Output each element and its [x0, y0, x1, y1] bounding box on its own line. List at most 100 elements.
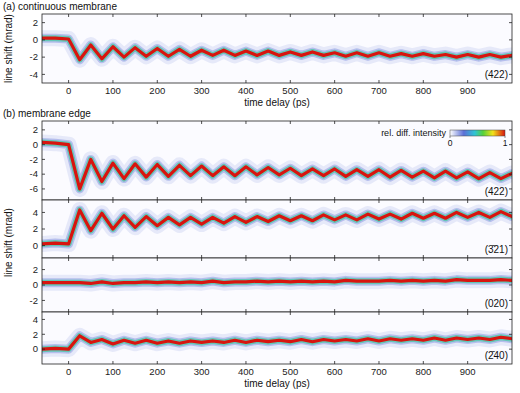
x-tick	[157, 197, 158, 200]
data-group	[42, 142, 512, 189]
x-tick	[68, 312, 69, 315]
y-tick	[509, 129, 512, 130]
line	[42, 142, 512, 189]
y-tick	[509, 349, 512, 350]
x-tick	[334, 197, 335, 200]
x-tick	[157, 80, 158, 83]
x-tick	[112, 80, 113, 83]
x-tick-label: 100	[105, 366, 121, 377]
y-tick-label: 0	[33, 279, 38, 290]
line-halo	[42, 280, 512, 284]
x-tick-label: 400	[238, 366, 254, 377]
y-tick-label: 0	[33, 240, 38, 251]
x-tick	[68, 361, 69, 364]
x-tick	[245, 121, 246, 124]
x-tick	[467, 80, 468, 83]
x-tick	[68, 258, 69, 261]
line	[42, 38, 512, 60]
plot-background	[42, 121, 512, 200]
x-tick	[290, 121, 291, 124]
x-tick	[423, 255, 424, 258]
y-axis-label: line shift (mrad)	[3, 208, 14, 277]
panel: -202(020)	[30, 258, 512, 312]
line	[42, 336, 512, 349]
x-tick	[112, 197, 113, 200]
x-tick	[290, 255, 291, 258]
x-tick	[334, 309, 335, 312]
frame	[42, 14, 512, 83]
x-tick	[290, 14, 291, 17]
line	[42, 280, 512, 284]
colorbar-label: rel. diff. intensity	[381, 128, 446, 138]
x-tick	[423, 14, 424, 17]
line-halo	[42, 142, 512, 189]
x-tick	[157, 309, 158, 312]
colorbar-tick-label: 0	[448, 138, 453, 148]
x-tick	[467, 312, 468, 315]
x-axis-label: time delay (ps)	[244, 378, 310, 389]
x-tick	[245, 312, 246, 315]
x-tick	[68, 121, 69, 124]
x-tick	[68, 197, 69, 200]
y-tick-label: -4	[30, 168, 38, 179]
x-tick	[201, 361, 202, 364]
x-tick	[290, 361, 291, 364]
line-glow	[42, 336, 512, 349]
y-tick	[509, 144, 512, 145]
x-tick	[467, 361, 468, 364]
x-tick	[68, 14, 69, 17]
x-tick	[290, 200, 291, 203]
y-tick-label: -2	[30, 51, 38, 62]
y-tick-label: 2	[33, 264, 38, 275]
y-tick	[42, 212, 45, 213]
x-tick-label: 300	[194, 366, 210, 377]
y-tick	[509, 188, 512, 189]
x-tick	[423, 121, 424, 124]
x-tick	[467, 309, 468, 312]
plot-background	[42, 312, 512, 364]
data-group	[42, 336, 512, 349]
x-tick-label: 200	[149, 366, 165, 377]
x-tick	[467, 121, 468, 124]
x-tick	[157, 312, 158, 315]
x-tick	[334, 312, 335, 315]
frame	[42, 121, 512, 200]
y-tick-label: -2	[30, 295, 38, 306]
y-tick	[509, 212, 512, 213]
x-tick	[378, 121, 379, 124]
line-glow	[42, 280, 512, 284]
x-tick	[423, 80, 424, 83]
x-tick	[467, 255, 468, 258]
y-tick	[42, 159, 45, 160]
x-tick	[201, 80, 202, 83]
y-tick	[509, 229, 512, 230]
line-glow	[42, 210, 512, 244]
panel-title: (b) membrane edge	[3, 108, 91, 119]
line	[42, 210, 512, 244]
y-tick	[42, 22, 45, 23]
x-tick-label: 0	[66, 85, 71, 96]
x-tick-label: 800	[415, 366, 431, 377]
y-tick	[509, 74, 512, 75]
x-tick	[201, 121, 202, 124]
x-tick	[290, 197, 291, 200]
line-halo	[42, 142, 512, 189]
x-tick	[112, 312, 113, 315]
x-tick	[467, 14, 468, 17]
x-tick	[201, 200, 202, 203]
x-tick	[334, 361, 335, 364]
frame	[42, 200, 512, 258]
y-tick-label: 2	[33, 124, 38, 135]
x-tick	[245, 258, 246, 261]
x-tick	[68, 200, 69, 203]
x-tick	[112, 200, 113, 203]
x-tick	[334, 121, 335, 124]
x-tick-label: 600	[327, 85, 343, 96]
y-tick	[42, 245, 45, 246]
panel-annotation: (422)	[485, 69, 508, 80]
x-tick	[245, 200, 246, 203]
x-tick	[334, 258, 335, 261]
x-tick	[378, 200, 379, 203]
y-tick	[42, 144, 45, 145]
x-tick	[423, 258, 424, 261]
